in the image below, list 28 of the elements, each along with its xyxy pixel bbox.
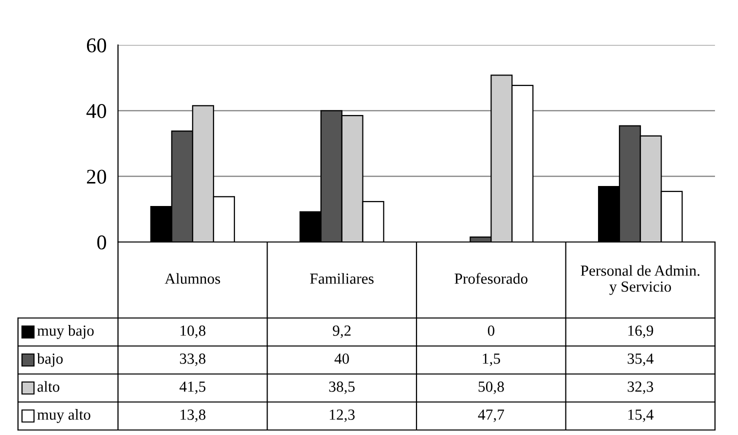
- x-tick-label: Alumnos: [164, 273, 220, 284]
- data-label: 41,5: [180, 382, 206, 394]
- y-tick-label: 0: [97, 235, 106, 250]
- data-label: 16,9: [628, 326, 654, 338]
- data-label: 35,4: [628, 354, 654, 366]
- data-label: 47,7: [478, 410, 504, 422]
- x-tick-label: Personal de Admin. y Servicio: [580, 265, 700, 295]
- data-label: 38,5: [329, 382, 355, 394]
- data-label: 10,8: [180, 326, 206, 338]
- legend-label: alto: [38, 381, 60, 392]
- data-label: 0: [488, 326, 494, 336]
- data-label: 1,5: [482, 354, 500, 366]
- y-tick-label: 20: [86, 170, 106, 184]
- data-label: 12,3: [330, 410, 355, 422]
- data-label: 33,8: [180, 354, 206, 366]
- data-label: 32,3: [628, 382, 654, 394]
- x-tick-label: Familiares: [310, 273, 374, 284]
- data-label: 13,8: [180, 410, 206, 422]
- data-label: 9,2: [332, 326, 351, 338]
- y-tick-label: 40: [86, 104, 106, 118]
- data-label: 15,4: [628, 410, 654, 422]
- y-tick-label: 60: [86, 38, 106, 52]
- data-label: 50,8: [478, 382, 504, 394]
- x-tick-label: Profesorado: [454, 272, 528, 284]
- legend-label: muy alto: [37, 409, 90, 423]
- data-label: 40: [334, 354, 349, 364]
- legend-label: muy bajo: [37, 325, 94, 339]
- legend-label: bajo: [37, 353, 63, 367]
